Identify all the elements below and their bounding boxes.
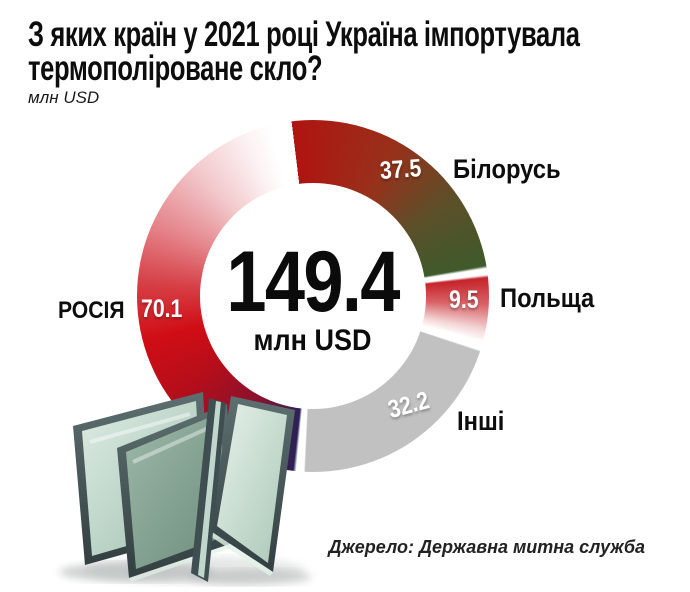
page-title-line2: термополіроване скло? [28, 49, 323, 88]
glass-shadow [188, 569, 312, 585]
segment-value-polshcha: 9.5 [449, 286, 479, 314]
segment-label-inshi: Інші [457, 406, 505, 436]
glass-pane-3-stripe [198, 401, 221, 578]
glass-pane-4-face [217, 404, 287, 563]
glass-pane-2-highlight [132, 424, 214, 464]
donut-center-value: 149.4 [226, 234, 401, 331]
donut-center-units: млн USD [254, 323, 372, 357]
segment-label-rosiya: РОСІЯ [58, 297, 125, 324]
units-note: млн USD [28, 88, 100, 107]
segment-label-polshcha: Польща [500, 283, 595, 313]
source-credit: Джерело: Державна митна служба [328, 537, 645, 557]
page-title: З яких країн у 2021 році Україна імпорту… [28, 15, 685, 88]
glass-pane-4-bottom-edge [207, 530, 273, 576]
glass-pane-1-highlight [89, 412, 191, 444]
donut-center-text: 149.4 млн USD [200, 183, 426, 409]
segment-value-bilorus: 37.5 [379, 154, 423, 185]
donut-chart-hole [200, 183, 426, 409]
segment-label-bilorus: Білорусь [453, 154, 561, 184]
segment-value-rosiya: 70.1 [141, 295, 183, 323]
page-title-line1: З яких країн у 2021 році Україна імпорту… [28, 15, 580, 54]
glass-panes-image [59, 392, 312, 585]
